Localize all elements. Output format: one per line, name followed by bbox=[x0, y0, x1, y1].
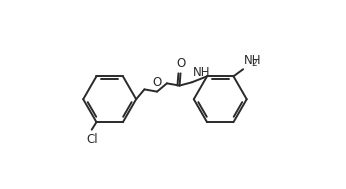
Text: NH: NH bbox=[193, 66, 210, 79]
Text: NH: NH bbox=[244, 54, 261, 67]
Text: O: O bbox=[177, 57, 186, 70]
Text: O: O bbox=[153, 76, 162, 89]
Text: Cl: Cl bbox=[86, 133, 98, 146]
Text: 2: 2 bbox=[251, 60, 256, 68]
